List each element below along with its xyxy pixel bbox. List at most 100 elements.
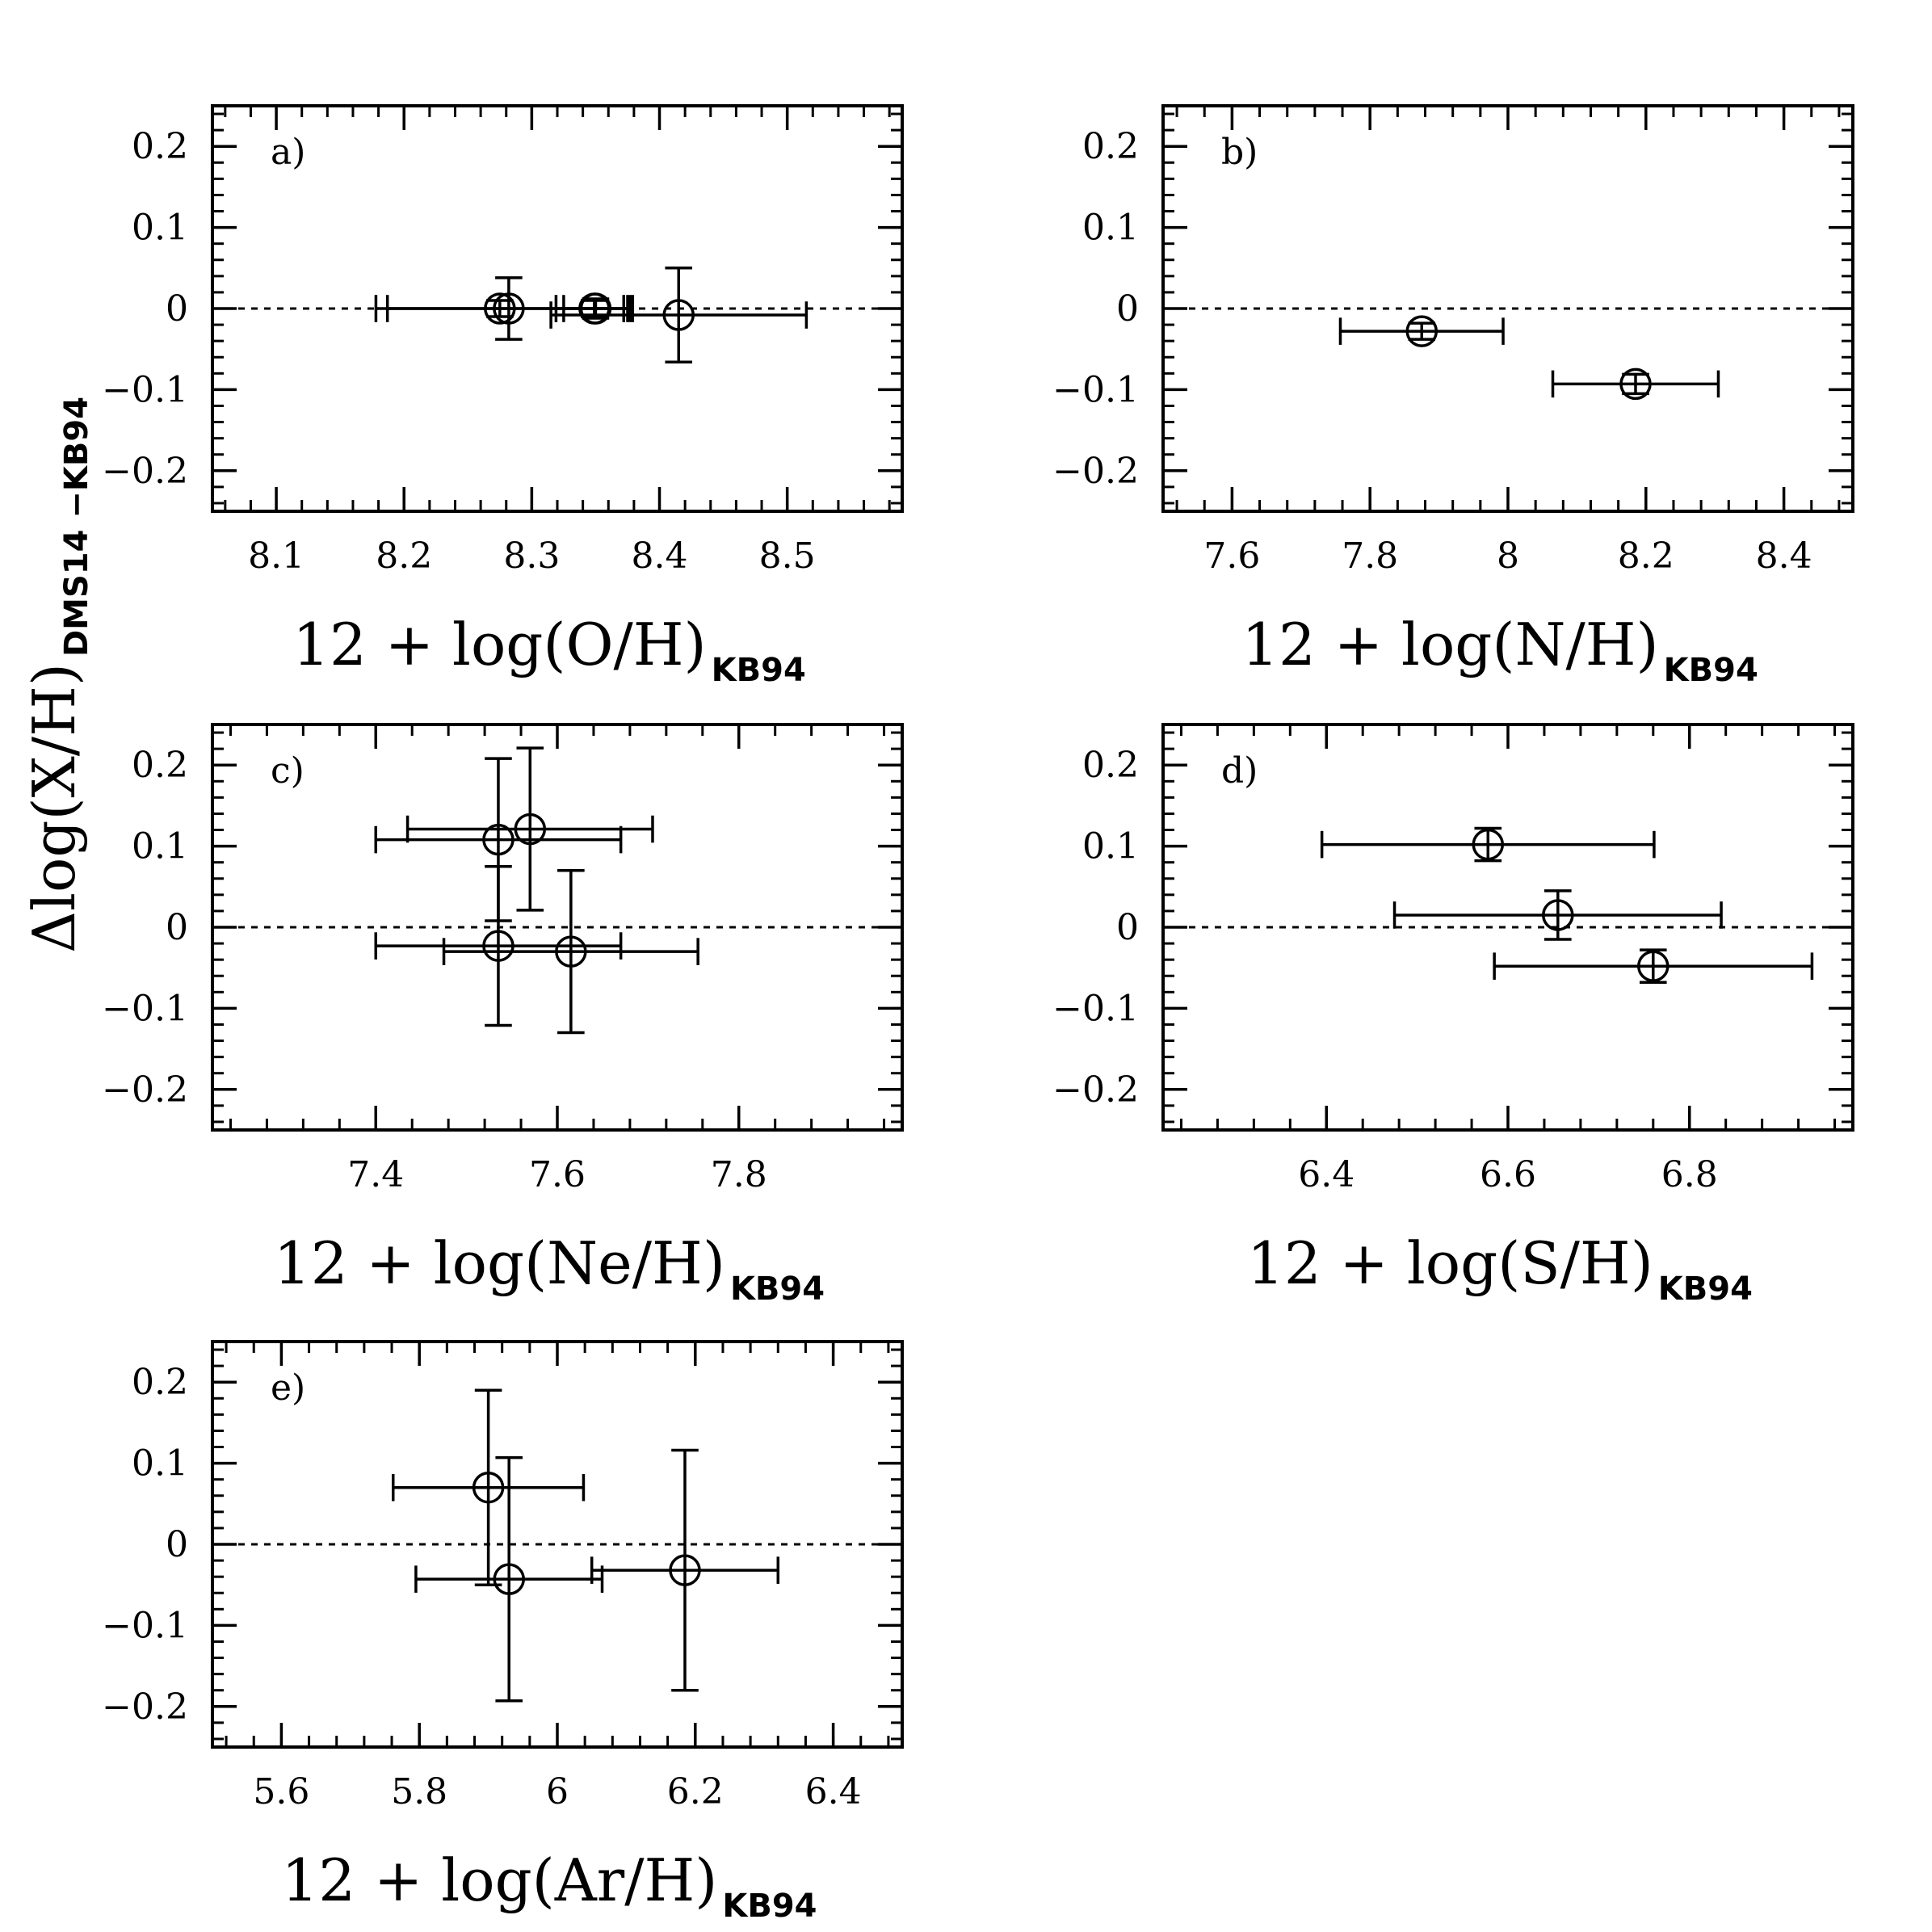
x-tick-label: 8 <box>1497 536 1519 577</box>
x-tick-label: 5.6 <box>253 1771 309 1812</box>
point-marker <box>482 823 514 856</box>
panel-a: 8.1 8.2 8.3 8.4 8.5 0.2 0.1 0 −0.1 −0.2 a) 12 + log… <box>102 104 904 689</box>
data-point <box>374 864 623 1027</box>
y-tick-label: −0.2 <box>1052 1069 1139 1111</box>
x-tick-label: 7.6 <box>1203 536 1260 577</box>
data-point <box>391 1388 586 1586</box>
y-tick-label: −0.2 <box>102 1069 188 1111</box>
y-tick-label: −0.1 <box>102 369 188 410</box>
y-tick-label: 0.1 <box>132 208 188 249</box>
point-marker <box>1619 368 1652 401</box>
y-tick-label: 0 <box>166 288 188 330</box>
x-tick-label: 8.4 <box>1756 536 1812 577</box>
panel-label: a) <box>271 132 305 173</box>
y-tick-label: 0.2 <box>1082 126 1139 167</box>
x-tick-label: 5.8 <box>391 1771 447 1812</box>
y-tick-label: 0 <box>1116 288 1139 330</box>
data-point <box>1493 948 1814 985</box>
x-tick-label: 6.2 <box>667 1771 724 1812</box>
x-axis-title-main: 12 + log(O/H) <box>292 611 706 678</box>
y-tick-label: 0.1 <box>1082 826 1139 867</box>
data-point <box>562 292 629 325</box>
data-point <box>1392 889 1723 941</box>
data-point <box>414 1455 604 1703</box>
data-point <box>442 868 699 1035</box>
data-point <box>549 267 808 364</box>
panel-d: 6.4 6.6 6.8 0.2 0.1 0 −0.1 −0.2 d) 12 + log(S/H) K… <box>1052 723 1854 1308</box>
x-axis-title-main: 12 + log(Ar/H) <box>282 1846 718 1914</box>
y-axis-title: Δlog(X/H) DMS14 −KB94 <box>20 397 95 953</box>
y-tick-label: −0.1 <box>1052 369 1139 410</box>
x-axis-title-sub: KB94 <box>1664 652 1758 689</box>
point-marker <box>514 813 547 846</box>
x-axis-title-sub: KB94 <box>712 652 806 689</box>
y-axis-title-sub: DMS14 −KB94 <box>58 397 95 657</box>
y-tick-label: −0.1 <box>102 988 188 1029</box>
point-marker <box>482 930 514 962</box>
x-axis-title-main: 12 + log(N/H) <box>1241 611 1658 678</box>
panel-c: 7.4 7.6 7.8 0.2 0.1 0 −0.1 −0.2 c) 12 + log(Ne/H)… <box>102 723 904 1308</box>
data-point <box>405 746 654 912</box>
point-marker <box>579 292 612 325</box>
data-point <box>1551 368 1720 401</box>
y-tick-label: 0 <box>166 1524 188 1565</box>
y-tick-label: 0.2 <box>1082 745 1139 786</box>
point-marker <box>1637 950 1670 982</box>
point-marker <box>662 299 695 331</box>
data-point <box>1320 826 1656 863</box>
panel-e: 5.6 5.8 6 6.2 6.4 0.2 0.1 0 −0.1 −0.2 e) 12 + log(A… <box>102 1340 904 1925</box>
y-tick-label: 0 <box>1116 907 1139 948</box>
x-tick-label: 8.4 <box>632 536 688 577</box>
x-tick-label: 6.8 <box>1661 1154 1718 1195</box>
point-marker <box>493 1563 525 1595</box>
y-tick-label: 0 <box>166 907 188 948</box>
x-tick-label: 8.5 <box>759 536 816 577</box>
y-tick-label: 0.1 <box>132 1443 188 1485</box>
y-tick-label: 0.2 <box>132 126 188 167</box>
y-tick-label: −0.2 <box>1052 451 1139 492</box>
y-tick-label: 0.2 <box>132 745 188 786</box>
x-axis-title-main: 12 + log(S/H) <box>1247 1229 1653 1297</box>
x-tick-label: 8.3 <box>503 536 560 577</box>
x-axis-title: 12 + log(Ne/H) KB94 <box>274 1229 825 1308</box>
panel-label: d) <box>1221 750 1258 792</box>
x-tick-label: 7.4 <box>347 1154 404 1195</box>
point-marker <box>493 292 525 325</box>
x-tick-label: 6.6 <box>1480 1154 1536 1195</box>
y-tick-label: −0.2 <box>102 1686 188 1728</box>
point-marker <box>1472 828 1505 861</box>
x-axis-title-sub: KB94 <box>1658 1270 1753 1308</box>
y-tick-label: −0.1 <box>1052 988 1139 1029</box>
data-point <box>590 1448 780 1692</box>
panel-label: b) <box>1221 132 1258 173</box>
x-axis-title: 12 + log(N/H) KB94 <box>1241 611 1758 689</box>
point-marker <box>1405 315 1438 347</box>
x-tick-label: 8.1 <box>248 536 304 577</box>
x-axis-title-main: 12 + log(Ne/H) <box>274 1229 725 1297</box>
y-tick-label: −0.1 <box>102 1605 188 1646</box>
y-tick-label: 0.1 <box>132 826 188 867</box>
x-tick-label: 6.4 <box>805 1771 862 1812</box>
panel-label: c) <box>271 750 304 792</box>
x-tick-label: 7.6 <box>529 1154 586 1195</box>
x-tick-label: 6.4 <box>1298 1154 1354 1195</box>
point-marker <box>472 1471 505 1504</box>
x-axis-title-sub: KB94 <box>722 1888 817 1925</box>
point-marker <box>555 935 587 968</box>
x-tick-label: 6 <box>546 1771 569 1812</box>
y-tick-label: 0.1 <box>1082 208 1139 249</box>
point-marker <box>1542 899 1574 931</box>
y-tick-label: −0.2 <box>102 451 188 492</box>
x-axis-title: 12 + log(Ar/H) KB94 <box>282 1846 817 1925</box>
point-marker <box>669 1554 701 1586</box>
x-axis-title: 12 + log(S/H) KB94 <box>1247 1229 1753 1308</box>
y-tick-label: 0.2 <box>132 1362 188 1403</box>
x-axis-title-sub: KB94 <box>730 1270 825 1308</box>
x-tick-label: 8.2 <box>376 536 432 577</box>
x-tick-label: 7.8 <box>711 1154 767 1195</box>
x-tick-label: 7.8 <box>1342 536 1398 577</box>
svg-text:Δlog(X/H)DMS14 −KB94: Δlog(X/H) DMS14 −KB94 <box>20 397 95 953</box>
panel-b: 7.6 7.8 8 8.2 8.4 0.2 0.1 0 −0.1 −0.2 b) 12 + log(N… <box>1052 104 1854 689</box>
data-point <box>1338 315 1505 347</box>
